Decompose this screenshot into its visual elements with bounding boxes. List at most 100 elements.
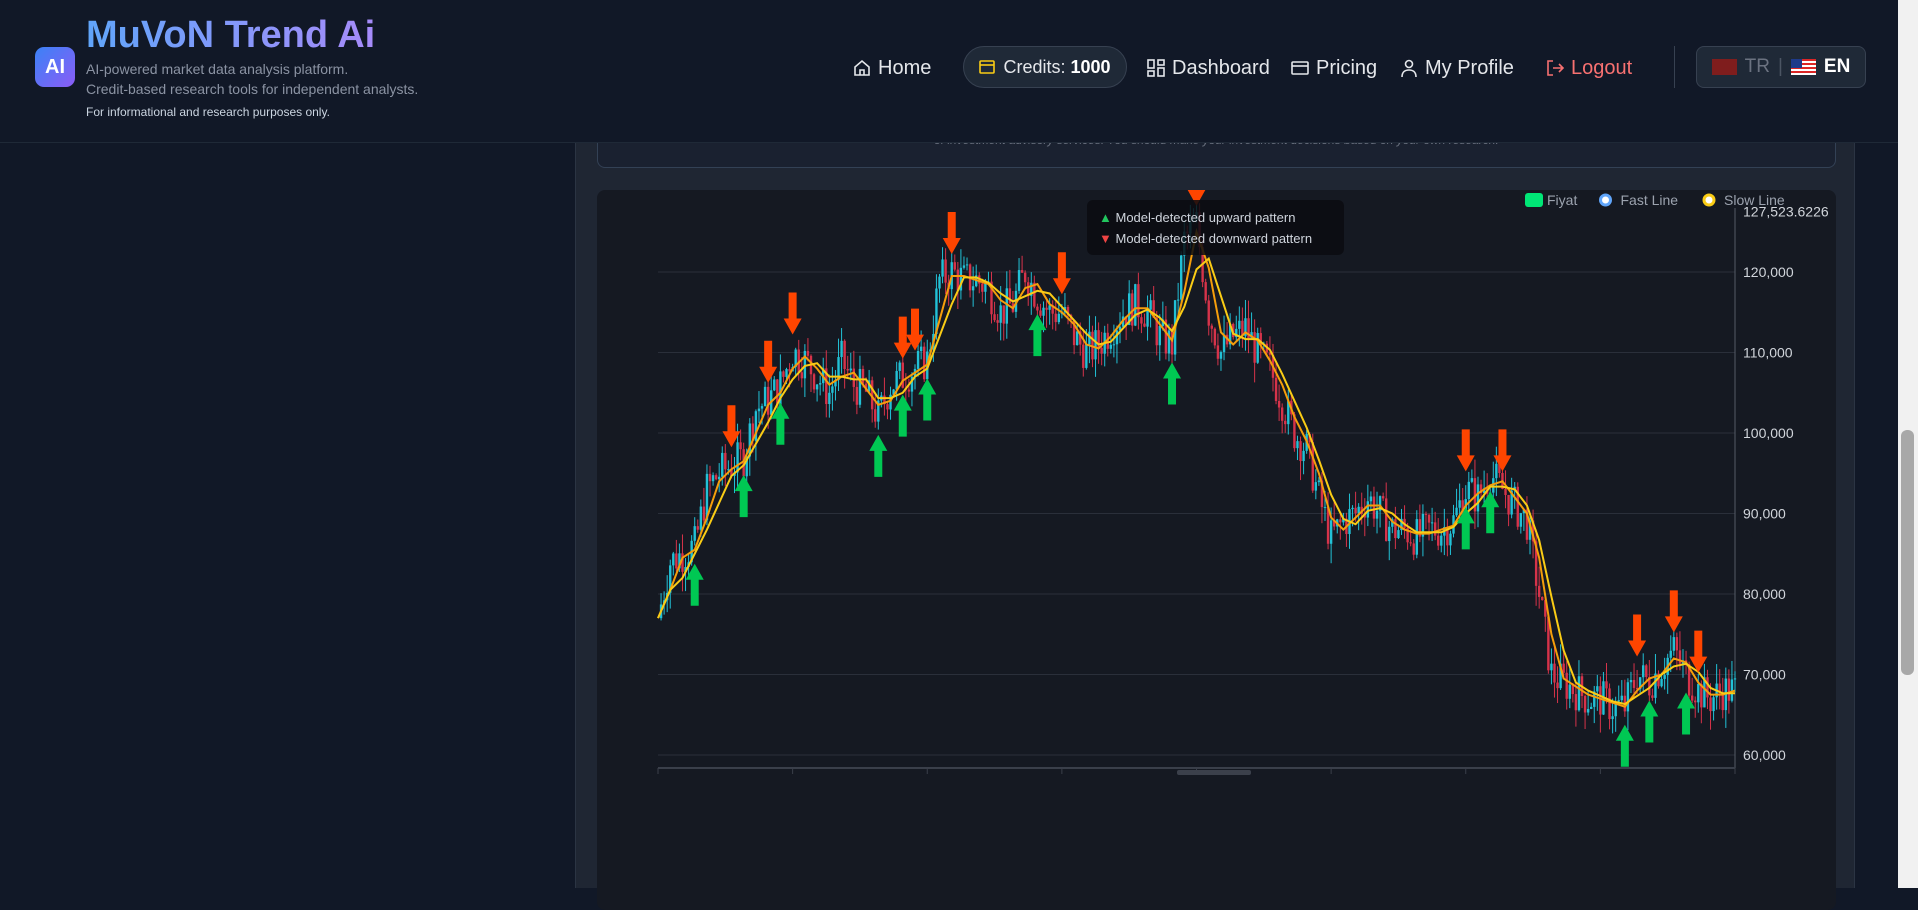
- candle: [1302, 450, 1305, 462]
- candle: [699, 506, 703, 530]
- candle: [1375, 510, 1379, 519]
- candle: [806, 350, 810, 356]
- credits-label: Credits:: [1003, 56, 1066, 77]
- lang-tr[interactable]: TR: [1744, 56, 1770, 77]
- up-arrow-signal: [771, 402, 790, 445]
- candle: [1326, 506, 1330, 544]
- candle: [1638, 677, 1642, 690]
- price-chart-card[interactable]: ▲ Model-detected upward pattern ▼ Model-…: [597, 190, 1836, 910]
- candle: [981, 283, 984, 292]
- credits-value: 1000: [1070, 56, 1111, 77]
- candle: [1733, 678, 1737, 680]
- candle: [1100, 347, 1103, 354]
- candle: [1207, 300, 1210, 326]
- candle: [1660, 678, 1663, 687]
- brand-title[interactable]: MuVoN Trend Ai: [86, 14, 376, 56]
- candle: [1534, 541, 1538, 586]
- candle: [1476, 484, 1480, 512]
- candle: [1510, 490, 1513, 515]
- candle: [1164, 319, 1168, 354]
- candle: [1235, 328, 1238, 338]
- lang-en[interactable]: EN: [1823, 56, 1851, 77]
- candle: [901, 362, 904, 388]
- candle: [1342, 518, 1345, 523]
- candle: [727, 469, 730, 471]
- nav-pricing[interactable]: Pricing: [1290, 47, 1377, 89]
- candle: [944, 259, 947, 283]
- y-tick-label: 110,000: [1743, 345, 1793, 361]
- candle: [708, 473, 712, 482]
- candle: [1482, 488, 1486, 494]
- candle: [1703, 677, 1706, 708]
- candle: [1455, 507, 1458, 516]
- candle: [1516, 486, 1519, 527]
- candle: [846, 368, 849, 371]
- candle: [834, 380, 837, 387]
- candle: [1176, 299, 1180, 301]
- chart-zoom-handle: [1177, 770, 1251, 775]
- candle: [1467, 481, 1471, 500]
- candle: [1418, 519, 1422, 537]
- research-notice: For informational and research purposes …: [86, 105, 330, 119]
- candle: [748, 423, 751, 457]
- up-arrow-signal: [1615, 724, 1634, 767]
- candle: [1694, 700, 1697, 703]
- y-tick-label: 120,000: [1743, 264, 1794, 280]
- candle: [907, 389, 911, 392]
- slow-line: [657, 256, 1735, 706]
- candle: [1675, 637, 1679, 651]
- candle: [996, 320, 999, 323]
- candle: [1027, 282, 1030, 296]
- candle: [1430, 522, 1434, 524]
- y-tick-label: 127,523.6226: [1743, 203, 1829, 219]
- candle: [1008, 288, 1012, 304]
- credits-badge[interactable]: Credits: 1000: [963, 46, 1127, 88]
- candle: [1415, 519, 1418, 555]
- candle: [1388, 526, 1391, 542]
- logo-badge[interactable]: AI: [35, 47, 75, 87]
- candle: [1611, 716, 1614, 720]
- us-flag-icon: [1790, 59, 1816, 75]
- candle: [1357, 506, 1360, 514]
- pricing-icon: [1291, 61, 1309, 75]
- candle: [696, 526, 699, 530]
- candle: [1259, 333, 1262, 346]
- price-chart[interactable]: 127,523.6226 120,000 110,000 100,000 90,000 8…: [597, 190, 1836, 910]
- up-arrow-signal: [1456, 507, 1475, 550]
- candle: [1593, 691, 1596, 707]
- candle: [1565, 672, 1568, 699]
- candle: [1446, 527, 1449, 546]
- language-switcher[interactable]: TR | EN: [1696, 46, 1866, 88]
- candle: [1519, 513, 1523, 527]
- tooltip-down: Model-detected downward pattern: [1115, 231, 1313, 246]
- candle: [1314, 482, 1318, 491]
- candle: [922, 346, 926, 380]
- candle: [1241, 320, 1244, 337]
- candle: [959, 267, 963, 291]
- turkey-flag-icon: [1711, 59, 1737, 75]
- candle: [1094, 330, 1097, 360]
- candle: [669, 565, 672, 593]
- candle: [1718, 683, 1721, 694]
- candle: [1421, 513, 1425, 537]
- candle: [898, 362, 901, 371]
- fast-line: [657, 227, 1736, 708]
- nav-home[interactable]: Home: [852, 47, 931, 89]
- nav-logout[interactable]: Logout: [1545, 47, 1632, 89]
- candle: [1632, 680, 1636, 688]
- up-arrow-signal: [1163, 362, 1182, 405]
- candle: [1562, 663, 1565, 673]
- candle: [1556, 682, 1559, 689]
- candle: [837, 357, 840, 381]
- nav-my-profile[interactable]: My Profile: [1399, 47, 1514, 89]
- candle: [812, 374, 816, 390]
- down-arrow-signal: [942, 212, 961, 254]
- candle: [1115, 330, 1119, 345]
- candle: [1559, 663, 1562, 689]
- candle: [855, 386, 859, 405]
- candle: [849, 368, 852, 371]
- nav-dashboard[interactable]: Dashboard: [1146, 47, 1270, 89]
- tagline-secondary: Credit-based research tools for independ…: [86, 81, 419, 97]
- scrollbar-thumb[interactable]: [1901, 430, 1914, 675]
- top-header: AI MuVoN Trend Ai AI-powered market data…: [0, 0, 1898, 143]
